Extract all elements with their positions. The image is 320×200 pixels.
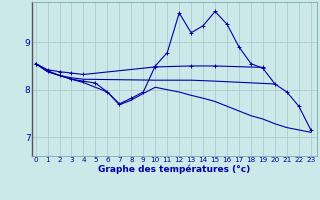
- X-axis label: Graphe des températures (°c): Graphe des températures (°c): [98, 164, 251, 174]
